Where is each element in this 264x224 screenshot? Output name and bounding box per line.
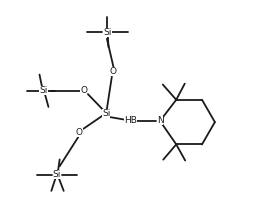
Text: Si: Si [39, 86, 48, 95]
Text: Si: Si [53, 170, 61, 179]
Text: O: O [76, 128, 83, 137]
Text: Si: Si [103, 28, 112, 37]
Text: O: O [80, 86, 87, 95]
Text: N: N [157, 116, 163, 125]
Text: Si: Si [102, 109, 110, 118]
Text: O: O [110, 67, 116, 76]
Text: HB: HB [124, 116, 137, 125]
